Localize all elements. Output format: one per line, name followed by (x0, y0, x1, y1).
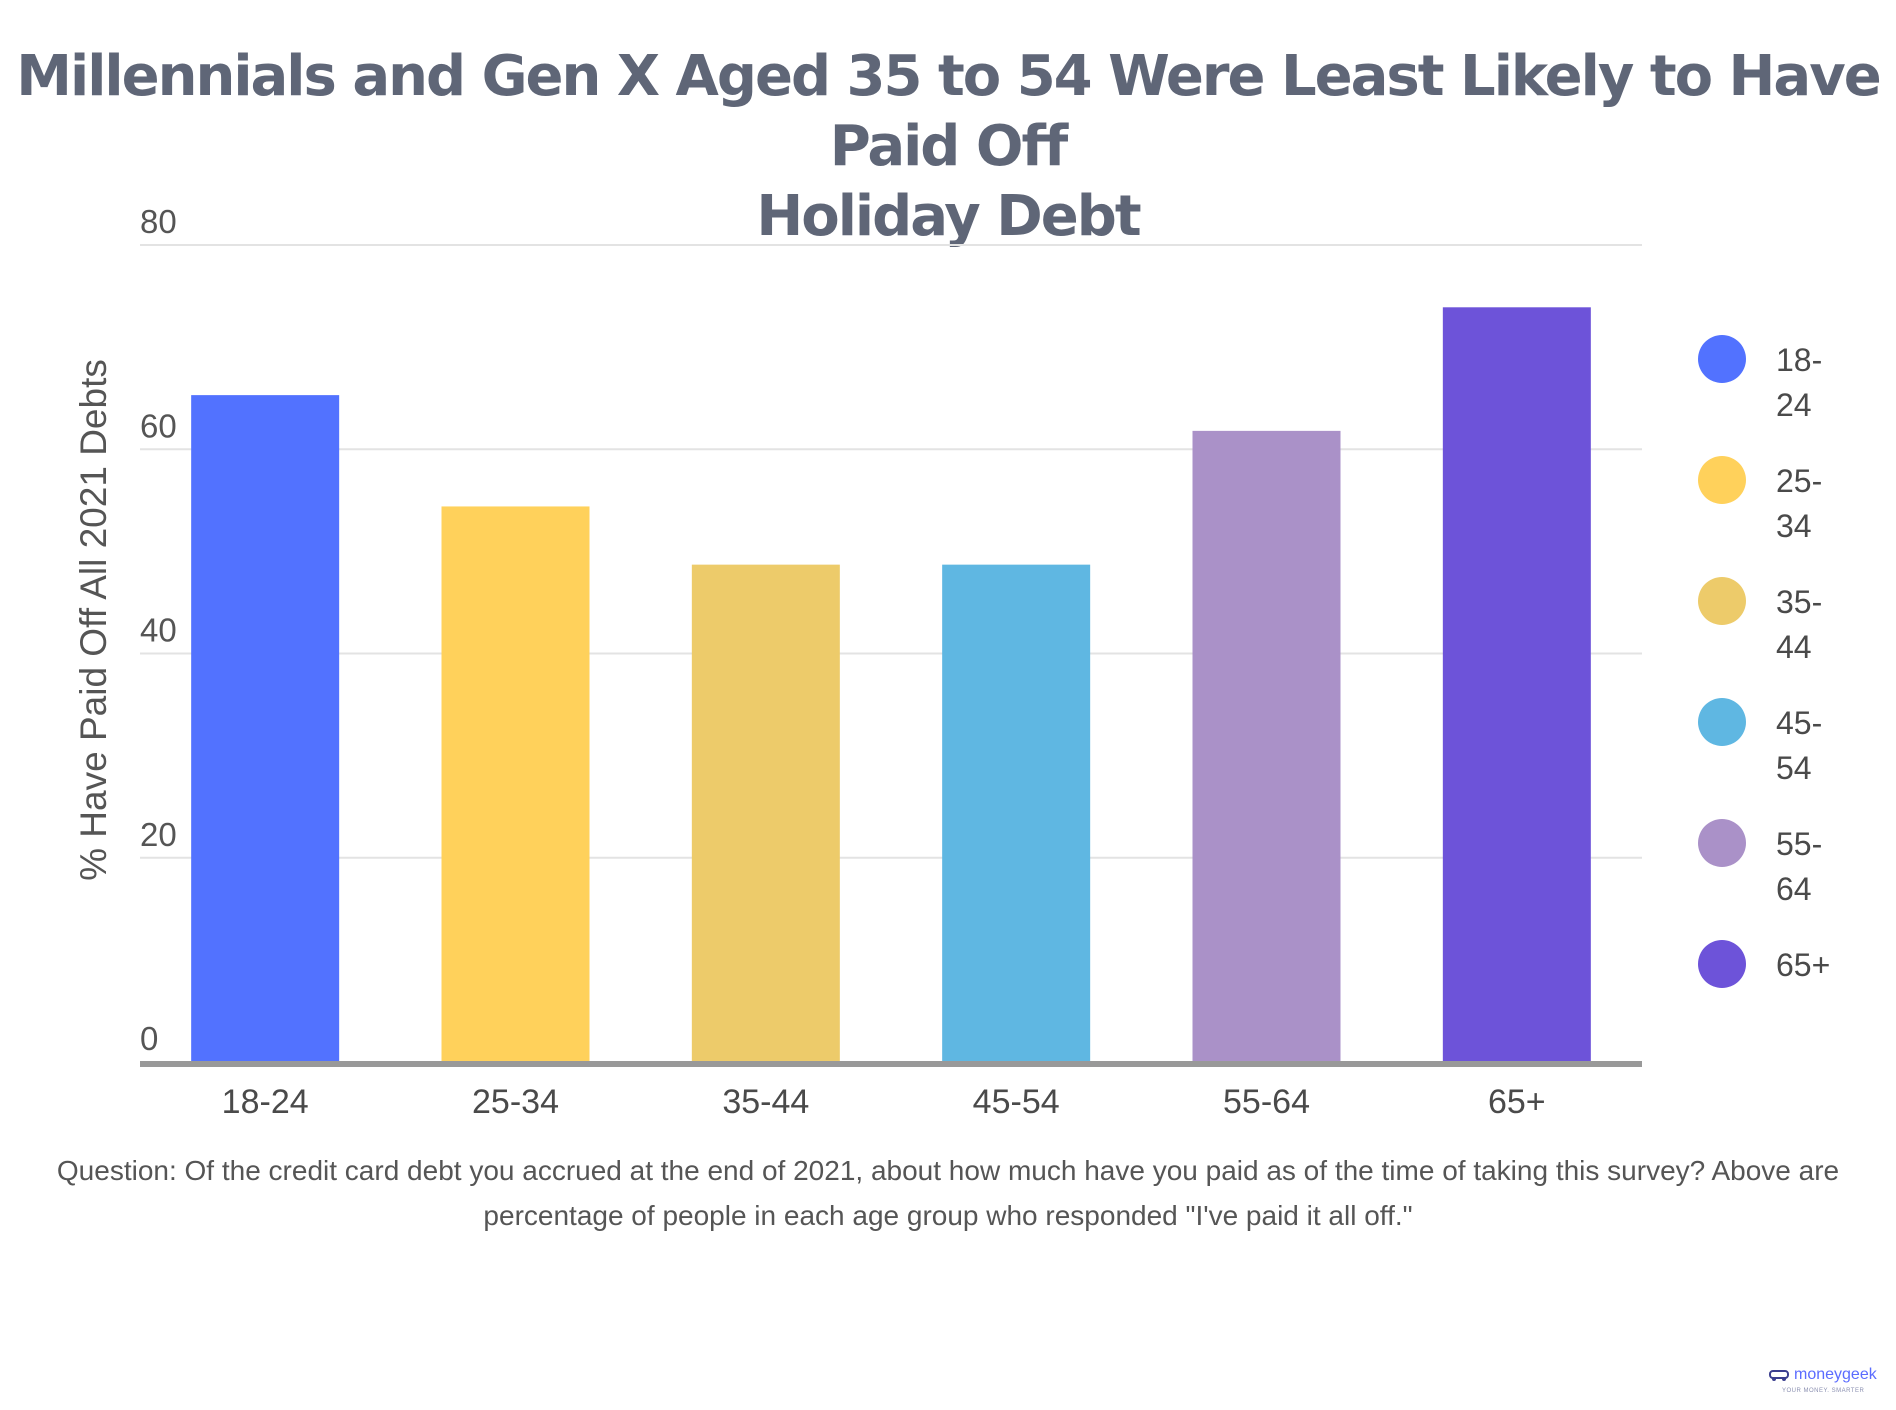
bar-35-44 (691, 564, 840, 1062)
legend-swatch (1698, 456, 1746, 504)
x-tick-label: 18-24 (222, 1083, 309, 1121)
legend-label-line-1: 18- (1776, 342, 1822, 378)
y-tick-label: 60 (140, 407, 177, 444)
y-tick-label: 20 (140, 816, 177, 853)
legend-swatch (1698, 698, 1746, 746)
legend-swatch (1698, 940, 1746, 988)
legend-swatch (1698, 335, 1746, 383)
x-tick-label: 35-44 (722, 1083, 809, 1121)
legend-swatch (1698, 819, 1746, 867)
bar-18-24 (191, 395, 340, 1062)
bar-25-34 (441, 506, 590, 1062)
moneygeek-logo: moneygeek YOUR MONEY. SMARTER (1768, 1366, 1878, 1402)
legend-label-line-2: 34 (1776, 508, 1812, 544)
legend-swatch (1698, 577, 1746, 625)
legend-label-line-1: 25- (1776, 463, 1822, 499)
legend-label-line-1: 65+ (1776, 947, 1830, 983)
legend-label-line-1: 45- (1776, 705, 1822, 741)
y-tick-label: 0 (140, 1020, 158, 1057)
chart-title: Millennials and Gen X Aged 35 to 54 Were… (0, 42, 1896, 252)
bar-65+ (1442, 307, 1591, 1062)
bar-55-64 (1192, 430, 1341, 1062)
y-axis-label: % Have Paid Off All 2021 Debts (73, 359, 114, 881)
x-tick-label: 65+ (1488, 1083, 1546, 1121)
logo-name: moneygeek (1794, 1366, 1877, 1383)
legend-label-line-1: 35- (1776, 584, 1822, 620)
chart-title-line-1: Millennials and Gen X Aged 35 to 54 Were… (16, 44, 1881, 179)
chart-title-line-2: Holiday Debt (756, 184, 1141, 249)
legend-label-line-1: 55- (1776, 826, 1822, 862)
legend-label-line-2: 24 (1776, 387, 1812, 423)
legend-label-line-2: 64 (1776, 871, 1812, 907)
bar-45-54 (942, 564, 1091, 1062)
y-tick-label: 80 (140, 203, 177, 240)
x-tick-label: 45-54 (973, 1083, 1060, 1121)
x-tick-label: 55-64 (1223, 1083, 1310, 1121)
logo-tagline: YOUR MONEY. SMARTER (1782, 1388, 1865, 1394)
legend-label-line-2: 54 (1776, 750, 1812, 786)
footnote: Question: Of the credit card debt you ac… (56, 1155, 1840, 1231)
x-tick-label: 25-34 (472, 1083, 559, 1121)
legend-label-line-2: 44 (1776, 629, 1812, 665)
y-tick-label: 40 (140, 612, 177, 649)
car-icon (1769, 1370, 1789, 1381)
